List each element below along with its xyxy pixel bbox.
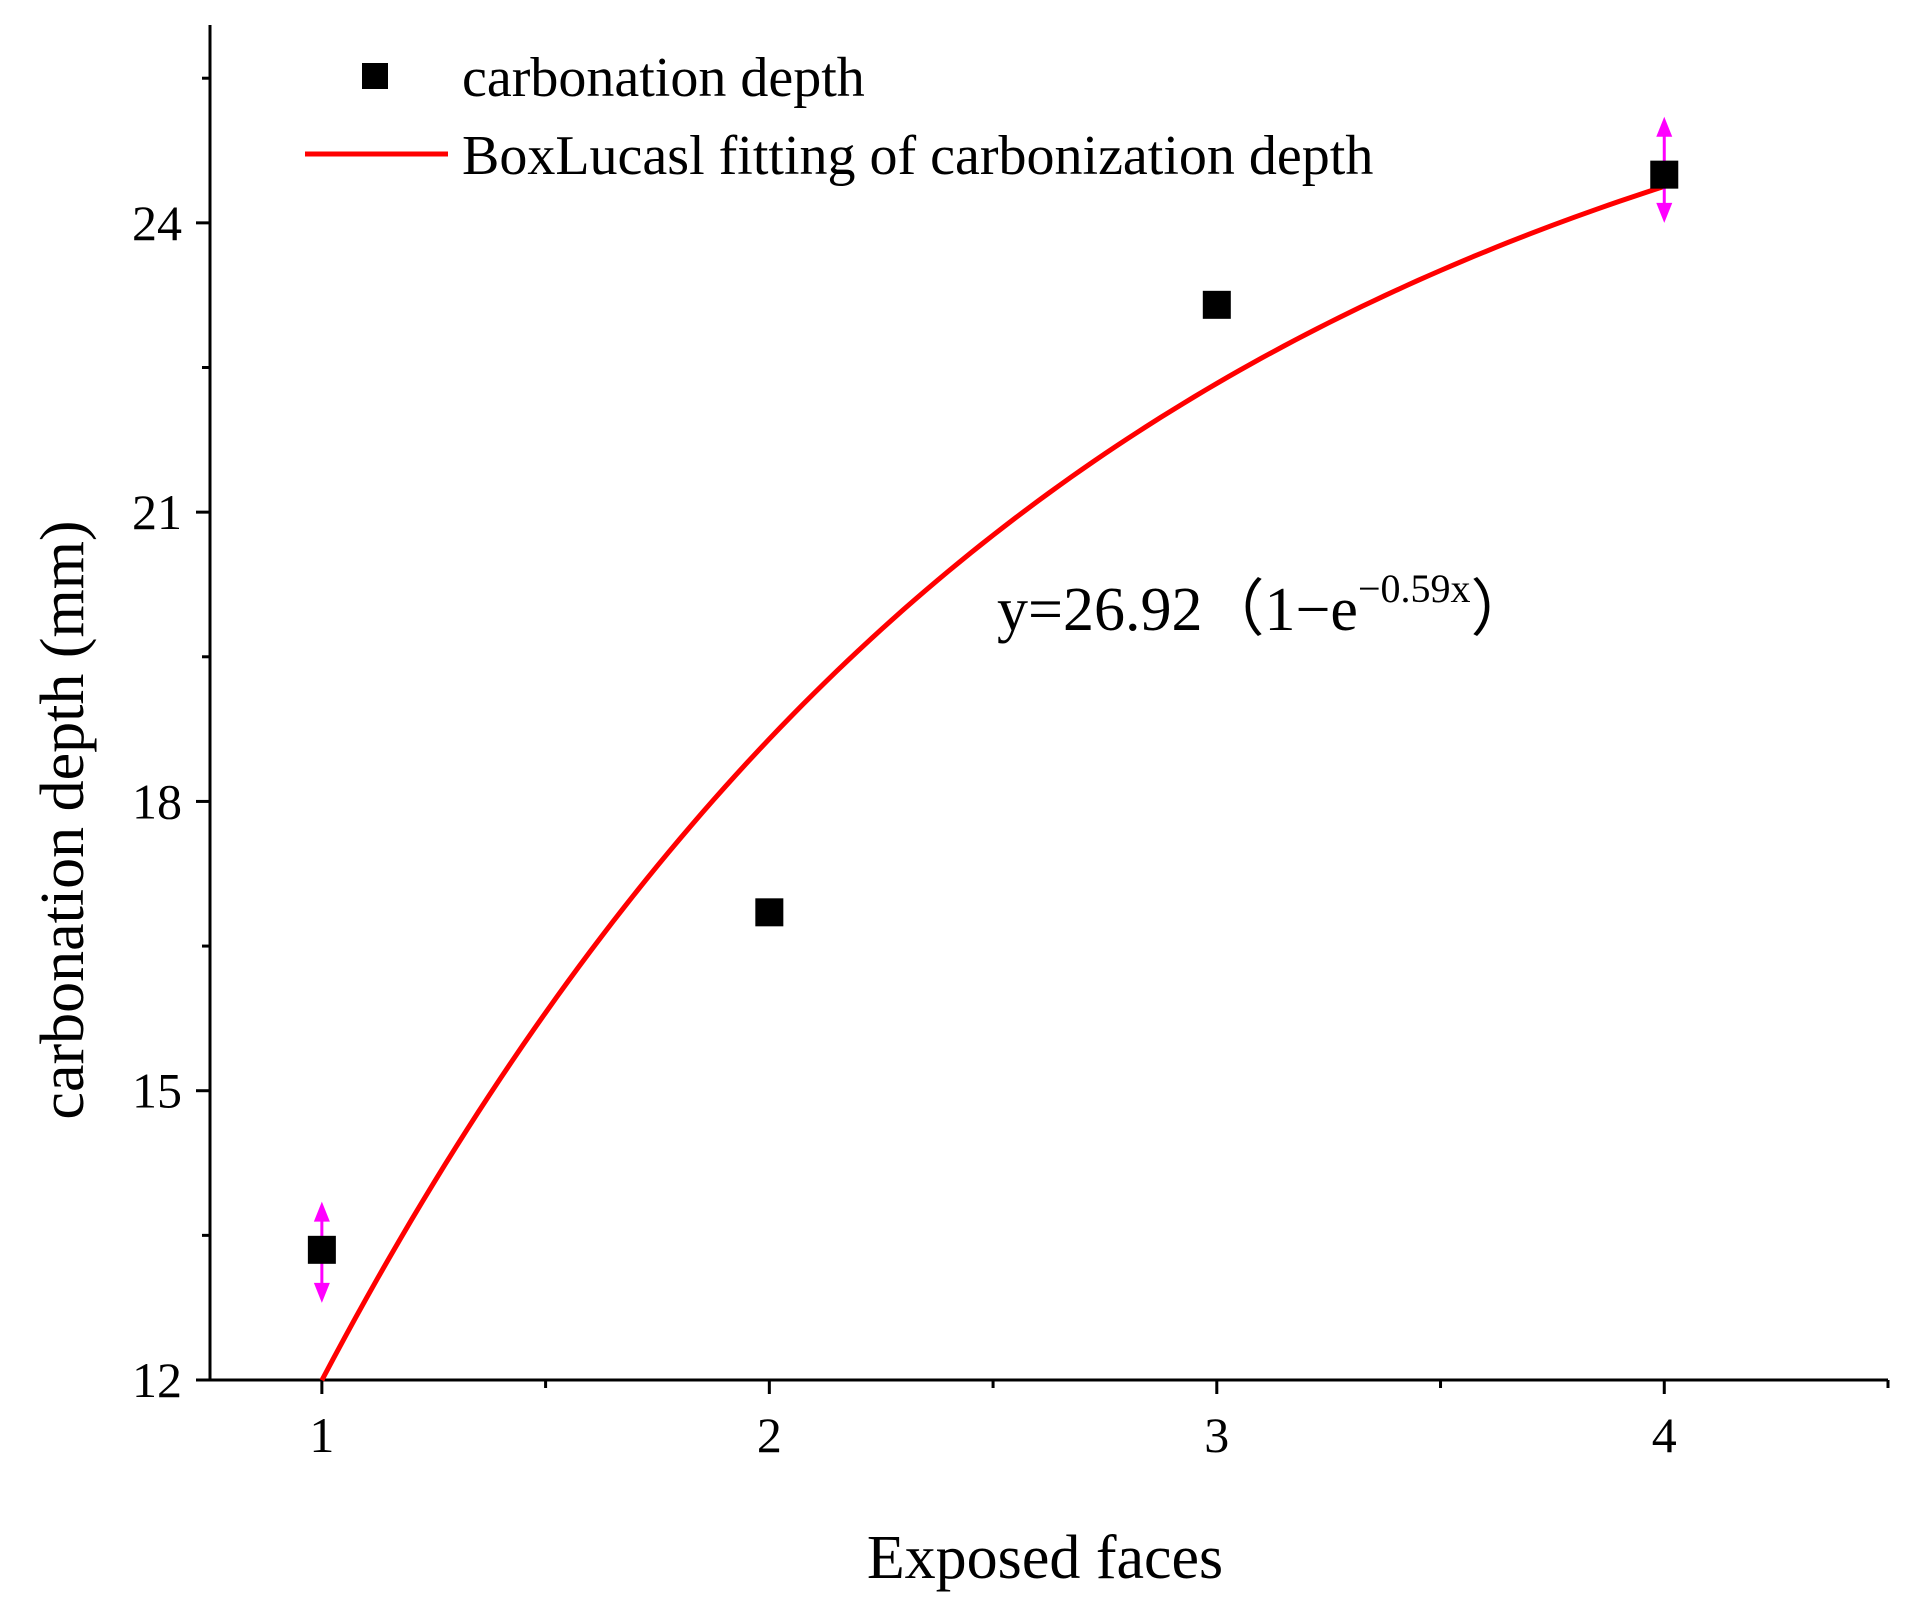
fit-curve [319,184,1666,1382]
error-bar-arrow-up [1656,116,1673,137]
data-point [1202,290,1231,319]
fit-equation: y=26.92（1−e−0.59x） [997,566,1533,644]
legend-label-fit: BoxLucasl fitting of carbonization depth [462,125,1373,187]
x-tick-label: 2 [757,1407,782,1463]
error-bars-group [313,116,1673,1303]
y-tick-label: 21 [132,484,182,540]
y-tick-label: 18 [132,773,182,829]
legend: carbonation depth BoxLucasl fitting of c… [305,47,1373,187]
y-tick-label: 12 [132,1352,182,1408]
fit-equation-base: y=26.92（1−e [997,576,1358,644]
y-tick-label: 15 [132,1063,182,1119]
error-bar-arrow-down [1656,202,1673,223]
error-bar-arrow-down [313,1282,330,1303]
x-axis-label: Exposed faces [867,1524,1223,1592]
y-tick-label: 24 [132,195,182,251]
x-tick-label: 4 [1652,1407,1677,1463]
y-axis-label: carbonation depth (mm) [29,520,97,1119]
fit-equation-close: ） [1471,576,1533,644]
data-point [1650,160,1679,189]
error-bar-arrow-up [313,1201,330,1222]
x-tick-label: 3 [1204,1407,1229,1463]
data-points-group [307,160,1679,1264]
axes [208,25,1888,1382]
fit-equation-exponent: −0.59x [1358,566,1471,611]
legend-marker-square [362,63,388,89]
data-point [755,898,784,927]
fit-curve-group [319,184,1666,1382]
legend-label-scatter: carbonation depth [462,47,865,109]
x-tick-label: 1 [309,1407,334,1463]
data-point [307,1235,336,1264]
